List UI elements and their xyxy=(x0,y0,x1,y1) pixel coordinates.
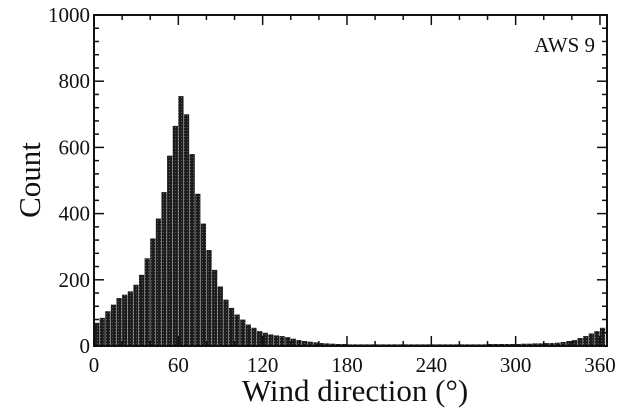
histogram-bar xyxy=(279,336,285,346)
x-tick-label: 180 xyxy=(331,353,363,377)
y-tick-label: 200 xyxy=(59,268,91,292)
histogram-bar xyxy=(588,333,594,346)
y-tick-label: 1000 xyxy=(48,3,90,27)
histogram-bar xyxy=(532,343,538,346)
histogram-bar xyxy=(549,343,555,346)
histogram-bar xyxy=(257,331,263,346)
histogram-bar xyxy=(200,223,207,346)
plot-frame xyxy=(93,14,608,347)
histogram-bar xyxy=(324,343,330,346)
histogram-bar xyxy=(240,319,246,346)
histogram-bar xyxy=(144,258,150,346)
histogram-bar xyxy=(99,317,105,346)
histogram-bar xyxy=(155,218,162,346)
histogram-bar xyxy=(594,331,600,346)
histogram-bar xyxy=(138,274,145,346)
histogram-bar xyxy=(318,343,325,346)
histogram-bar xyxy=(167,155,173,346)
histogram-bar xyxy=(105,311,111,346)
station-annotation: AWS 9 xyxy=(534,33,595,57)
histogram-bar xyxy=(228,307,235,346)
ticks-group xyxy=(93,14,607,347)
histogram-bar xyxy=(223,299,229,346)
y-tick-label: 600 xyxy=(59,135,91,159)
histogram-bar xyxy=(526,343,533,346)
y-tick-label: 800 xyxy=(59,69,91,93)
y-tick-label: 0 xyxy=(80,334,91,358)
histogram-bar xyxy=(302,341,308,346)
y-tick-label: 400 xyxy=(59,202,91,226)
histogram-bar xyxy=(599,327,606,346)
histogram-bar xyxy=(262,332,268,346)
histogram-bar xyxy=(273,335,280,346)
tick-labels-group: 0 60 120 180 240 300 360 0 200 400 600 800 1000 xyxy=(48,3,616,377)
histogram-bar xyxy=(583,336,589,346)
histogram-bar xyxy=(538,343,544,346)
histogram-bar xyxy=(571,340,578,346)
histogram-bar xyxy=(206,250,212,346)
histogram-bar xyxy=(178,96,184,346)
histogram-bar xyxy=(330,343,336,346)
x-tick-label: 60 xyxy=(168,353,189,377)
x-axis-title: Wind direction (°) xyxy=(242,373,468,408)
histogram-bar xyxy=(555,342,561,346)
histogram-bar xyxy=(110,304,117,347)
histogram-bar xyxy=(577,338,583,346)
histogram-bar xyxy=(183,114,190,346)
histogram-bar xyxy=(521,343,527,346)
histogram-bar xyxy=(172,125,178,346)
x-tick-label: 240 xyxy=(416,353,448,377)
histogram-bar xyxy=(133,284,139,346)
histogram-bar xyxy=(122,294,128,346)
histogram-bar xyxy=(251,327,257,346)
histogram-bar xyxy=(94,322,100,346)
histogram-bar xyxy=(195,193,201,346)
histogram-bar xyxy=(245,324,252,346)
x-tick-label: 360 xyxy=(584,353,616,377)
histogram-bar xyxy=(313,342,319,346)
histogram-bar xyxy=(212,269,218,346)
histogram-bar xyxy=(285,337,291,346)
histogram-bar xyxy=(296,340,302,346)
x-tick-label: 300 xyxy=(500,353,532,377)
x-tick-label: 120 xyxy=(247,353,279,377)
histogram-bar xyxy=(217,286,223,346)
histogram-bar xyxy=(290,338,296,346)
x-tick-label: 0 xyxy=(89,353,100,377)
histogram-bar xyxy=(543,343,549,346)
histogram-bar xyxy=(307,341,313,346)
bars-group xyxy=(94,96,606,347)
histogram-bar xyxy=(560,342,566,346)
histogram-bar xyxy=(150,238,156,346)
histogram-bar xyxy=(268,334,274,346)
y-axis-title: Count xyxy=(12,142,47,218)
histogram-bar xyxy=(127,291,133,346)
histogram-bar xyxy=(189,154,195,346)
histogram-bar xyxy=(566,341,572,346)
histogram-bar xyxy=(161,192,167,346)
histogram-bar xyxy=(234,314,240,346)
histogram-bar xyxy=(116,298,122,346)
